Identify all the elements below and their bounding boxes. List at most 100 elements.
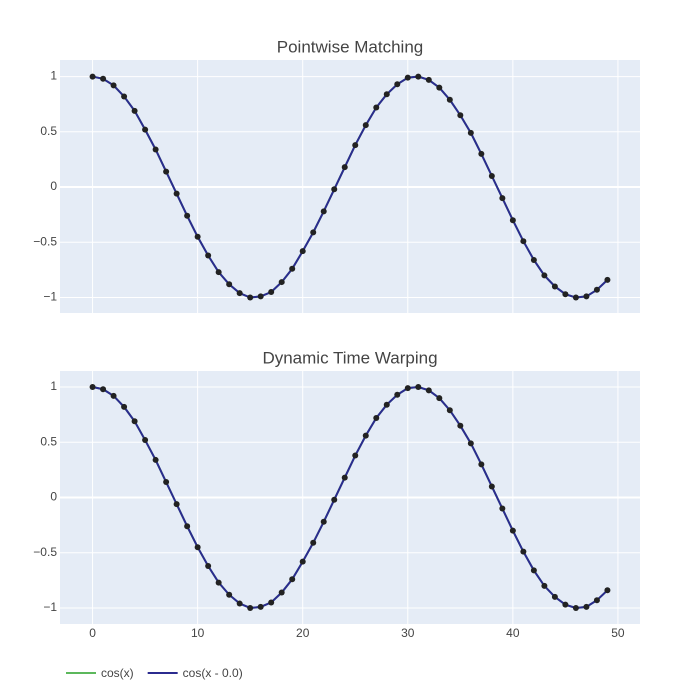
data-point: [205, 252, 212, 259]
data-point: [530, 567, 537, 574]
data-point: [520, 548, 527, 555]
y-tick-label: −1: [43, 600, 57, 614]
data-point: [509, 527, 516, 534]
y-tick-label: 0: [50, 490, 57, 504]
data-point: [541, 272, 548, 279]
data-point: [194, 233, 201, 240]
data-point: [320, 208, 327, 215]
legend-label: cos(x - 0.0): [183, 666, 243, 680]
data-point: [278, 589, 285, 596]
data-point: [331, 186, 338, 193]
data-point: [562, 601, 569, 608]
data-point: [142, 126, 149, 133]
data-point: [362, 432, 369, 439]
data-point: [562, 291, 569, 298]
data-point: [425, 387, 432, 394]
data-point: [299, 558, 306, 565]
data-point: [415, 384, 422, 391]
data-point: [572, 294, 579, 301]
data-point: [173, 190, 180, 197]
data-point: [320, 518, 327, 525]
data-point: [446, 407, 453, 414]
data-point: [121, 403, 128, 410]
data-point: [205, 562, 212, 569]
data-point: [604, 587, 611, 594]
data-point: [362, 122, 369, 129]
data-point: [289, 576, 296, 583]
data-point: [478, 461, 485, 468]
data-point: [488, 483, 495, 490]
data-point: [299, 248, 306, 255]
x-tick-label: 40: [506, 626, 520, 640]
data-point: [551, 593, 558, 600]
data-point: [331, 496, 338, 503]
y-tick-label: 1: [50, 69, 57, 83]
data-point: [467, 440, 474, 447]
data-point: [541, 582, 548, 589]
data-point: [436, 395, 443, 402]
data-point: [583, 293, 590, 300]
data-point: [446, 96, 453, 103]
data-point: [100, 75, 107, 82]
series-line: [92, 75, 609, 299]
data-point: [226, 591, 233, 598]
data-point: [236, 600, 243, 607]
data-point: [100, 386, 107, 393]
data-point: [499, 505, 506, 512]
data-point: [373, 104, 380, 111]
data-point: [488, 173, 495, 180]
data-point: [572, 604, 579, 611]
x-tick-label: 50: [611, 626, 625, 640]
y-tick-label: 0.5: [40, 434, 57, 448]
data-point: [310, 539, 317, 546]
data-point: [593, 286, 600, 293]
data-point: [152, 146, 159, 153]
data-point: [110, 392, 117, 399]
data-point: [121, 93, 128, 100]
data-point: [131, 418, 138, 425]
data-point: [110, 82, 117, 89]
data-point: [163, 479, 170, 486]
y-tick-label: 0.5: [40, 124, 57, 138]
chart-title: Pointwise Matching: [277, 37, 423, 56]
data-point: [247, 604, 254, 611]
y-tick-label: 0: [50, 179, 57, 193]
x-tick-label: 20: [296, 626, 310, 640]
data-point: [226, 281, 233, 288]
data-point: [394, 391, 401, 398]
data-point: [457, 422, 464, 429]
data-point: [499, 195, 506, 202]
data-point: [131, 107, 138, 114]
data-point: [310, 229, 317, 236]
data-point: [604, 276, 611, 283]
y-tick-label: 1: [50, 379, 57, 393]
data-point: [509, 217, 516, 224]
data-point: [457, 112, 464, 119]
data-point: [478, 150, 485, 157]
data-point: [257, 293, 264, 300]
data-point: [530, 256, 537, 263]
legend-label: cos(x): [101, 666, 134, 680]
data-point: [89, 73, 96, 80]
data-point: [583, 603, 590, 610]
data-point: [184, 523, 191, 530]
data-point: [436, 84, 443, 91]
data-point: [352, 142, 359, 149]
data-point: [415, 73, 422, 80]
data-point: [373, 414, 380, 421]
data-point: [341, 474, 348, 481]
y-tick-label: −0.5: [33, 234, 57, 248]
data-point: [247, 294, 254, 301]
data-point: [404, 385, 411, 392]
data-point: [268, 599, 275, 606]
data-point: [278, 279, 285, 286]
chart-title: Dynamic Time Warping: [262, 348, 437, 367]
x-tick-label: 10: [191, 626, 205, 640]
data-point: [520, 238, 527, 245]
data-point: [352, 452, 359, 459]
data-point: [593, 597, 600, 604]
y-tick-label: −1: [43, 290, 57, 304]
data-point: [268, 289, 275, 296]
data-point: [394, 81, 401, 88]
data-point: [194, 544, 201, 551]
